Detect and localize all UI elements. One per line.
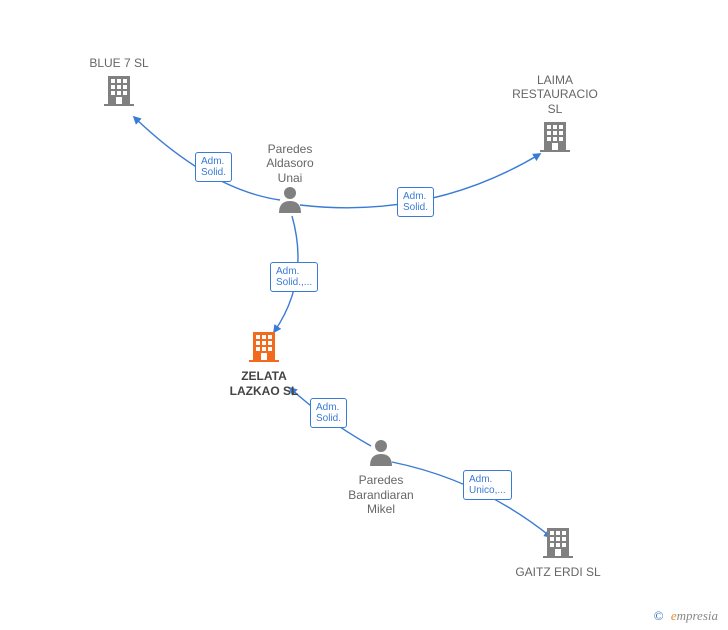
building-icon bbox=[540, 120, 570, 152]
node-label: ParedesAldasoroUnai bbox=[245, 142, 335, 185]
building-icon bbox=[543, 526, 573, 558]
copyright: © empresia bbox=[654, 608, 718, 624]
copyright-symbol: © bbox=[654, 608, 664, 623]
edge-2 bbox=[274, 216, 298, 332]
node-gaitz[interactable]: GAITZ ERDI SL bbox=[513, 526, 603, 580]
node-label: LAIMARESTAURACIOSL bbox=[510, 73, 600, 116]
node-label: ParedesBarandiaranMikel bbox=[336, 473, 426, 516]
building-icon bbox=[249, 330, 279, 362]
edge-label-3: Adm.Solid. bbox=[310, 398, 347, 428]
node-laima[interactable]: LAIMARESTAURACIOSL bbox=[510, 73, 600, 156]
building-icon bbox=[104, 74, 134, 106]
node-blue7[interactable]: BLUE 7 SL bbox=[74, 56, 164, 110]
node-mikel[interactable]: ParedesBarandiaranMikel bbox=[336, 438, 426, 517]
edge-label-4: Adm.Unico,... bbox=[463, 470, 512, 500]
node-unai[interactable]: ParedesAldasoroUnai bbox=[245, 138, 335, 217]
node-label: BLUE 7 SL bbox=[74, 56, 164, 70]
node-zelata[interactable]: ZELATALAZKAO SL bbox=[219, 330, 309, 398]
person-icon bbox=[368, 438, 394, 466]
edge-label-0: Adm.Solid. bbox=[195, 152, 232, 182]
person-icon bbox=[277, 185, 303, 213]
node-label: ZELATALAZKAO SL bbox=[219, 369, 309, 398]
brand-rest: mpresia bbox=[677, 608, 718, 623]
diagram-canvas: Adm.Solid. Adm.Solid. Adm.Solid.,... Adm.So… bbox=[0, 0, 728, 630]
edge-1 bbox=[300, 154, 540, 208]
node-label: GAITZ ERDI SL bbox=[513, 565, 603, 579]
edge-label-2: Adm.Solid.,... bbox=[270, 262, 318, 292]
edge-label-1: Adm.Solid. bbox=[397, 187, 434, 217]
